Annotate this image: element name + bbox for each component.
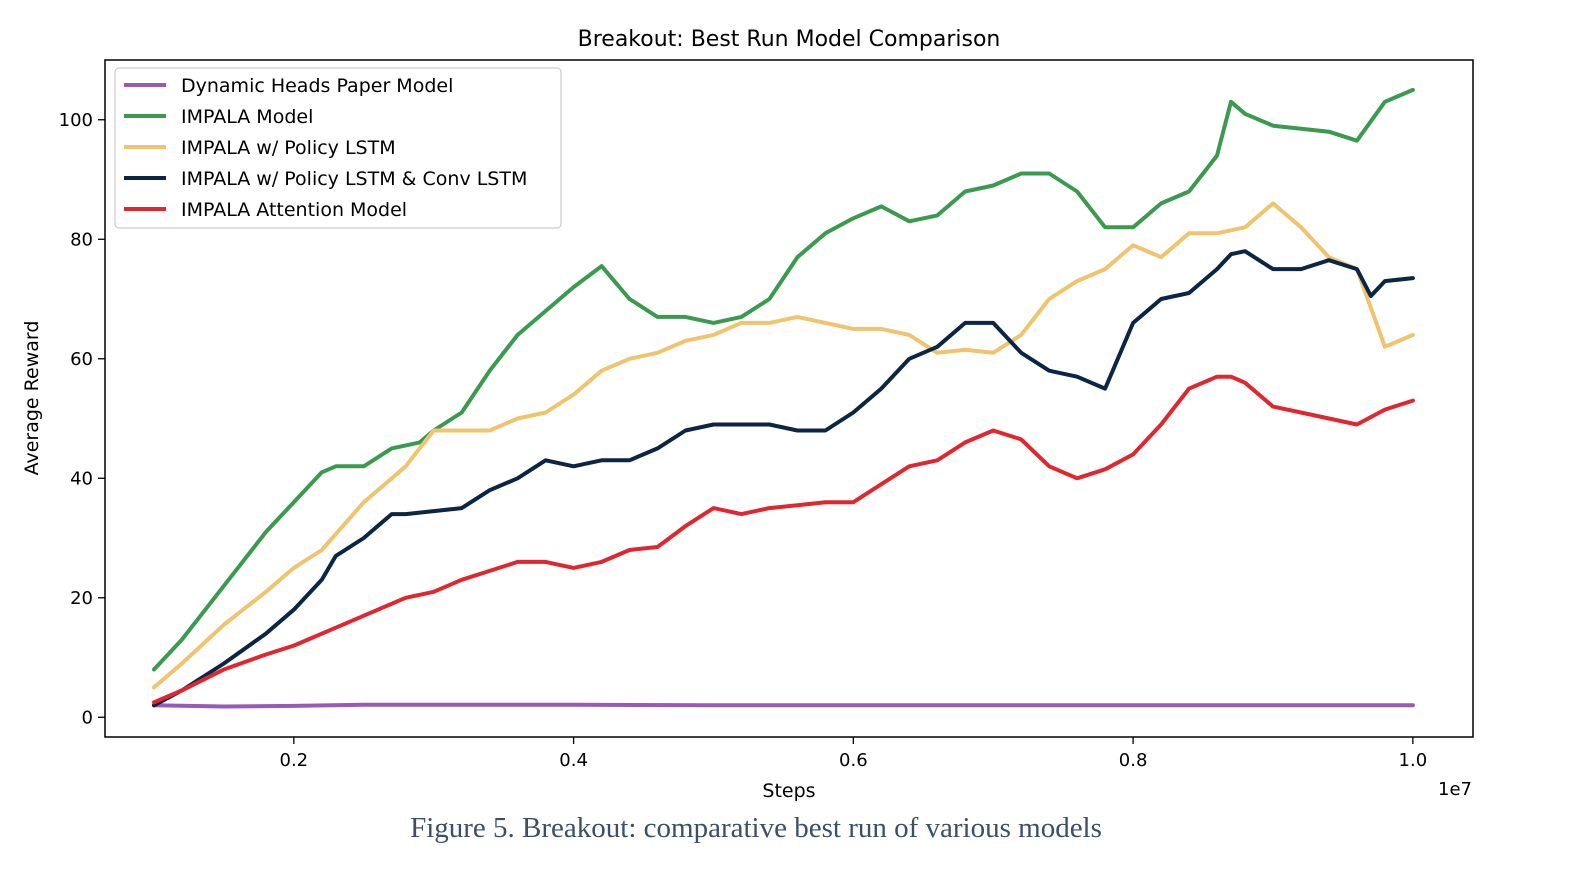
x-axis-offset-label: 1e7 bbox=[1438, 779, 1472, 800]
series-line-3 bbox=[152, 249, 1415, 708]
x-tick-label: 0.6 bbox=[839, 750, 868, 771]
figure-caption: Figure 5. Breakout: comparative best run… bbox=[410, 812, 1102, 844]
y-tick-label: 40 bbox=[70, 468, 93, 489]
legend-label-1: IMPALA Model bbox=[181, 106, 313, 128]
y-axis: 0 20 40 60 80 100 bbox=[59, 110, 105, 728]
legend-label-3: IMPALA w/ Policy LSTM & Conv LSTM bbox=[181, 168, 527, 190]
x-tick-label: 0.2 bbox=[280, 750, 309, 771]
series-line-2 bbox=[152, 201, 1415, 690]
y-tick-label: 80 bbox=[70, 229, 93, 250]
x-axis-label: Steps bbox=[762, 780, 815, 802]
y-tick-label: 60 bbox=[70, 349, 93, 370]
series-line-0 bbox=[152, 702, 1415, 709]
y-tick-label: 100 bbox=[59, 110, 93, 131]
x-tick-label: 1.0 bbox=[1399, 750, 1428, 771]
plot-lines bbox=[152, 87, 1415, 709]
legend-label-4: IMPALA Attention Model bbox=[181, 199, 407, 221]
series-line-1 bbox=[152, 87, 1415, 672]
y-tick-label: 0 bbox=[82, 707, 93, 728]
y-tick-label: 20 bbox=[70, 588, 93, 609]
x-tick-label: 0.4 bbox=[559, 750, 588, 771]
plot-frame bbox=[104, 59, 1474, 738]
series-line-4 bbox=[152, 374, 1415, 705]
legend-label-2: IMPALA w/ Policy LSTM bbox=[181, 137, 396, 159]
legend: Dynamic Heads Paper Model IMPALA Model IMP… bbox=[114, 67, 562, 229]
legend-box bbox=[114, 67, 562, 229]
x-tick-label: 0.8 bbox=[1119, 750, 1148, 771]
legend-label-0: Dynamic Heads Paper Model bbox=[181, 75, 453, 97]
chart-title: Breakout: Best Run Model Comparison bbox=[578, 27, 1001, 52]
x-axis: 0.2 0.4 0.6 0.8 1.0 bbox=[280, 737, 1428, 771]
y-axis-label: Average Reward bbox=[21, 321, 43, 476]
